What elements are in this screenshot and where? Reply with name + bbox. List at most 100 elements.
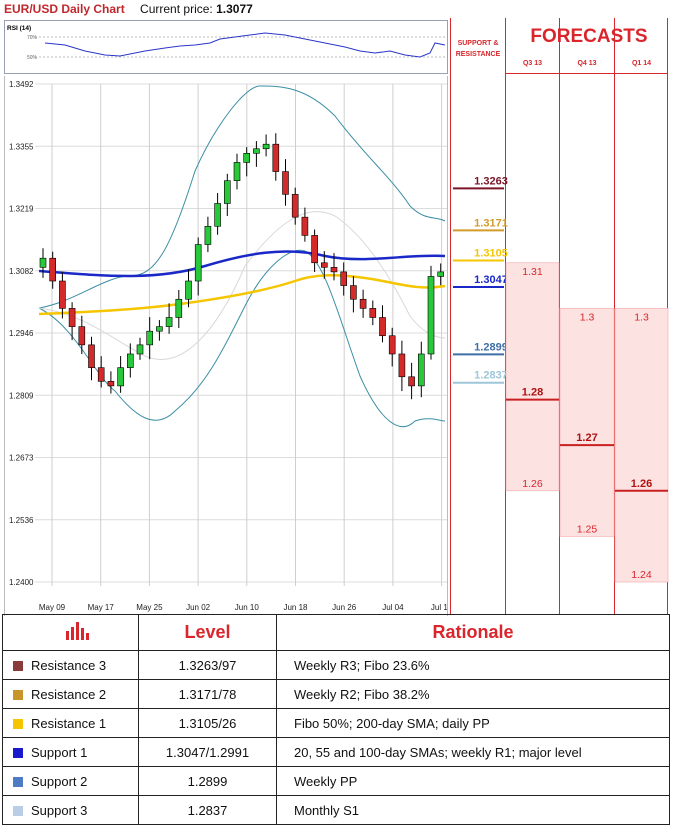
candle	[97, 356, 105, 388]
candle	[107, 371, 115, 394]
table-row: Resistance 2 1.3171/78 Weekly R2; Fibo 38.…	[2, 679, 670, 709]
x-tick-label: Jun 10	[235, 603, 260, 612]
level-value: 1.2837	[138, 795, 277, 825]
forecast-low-label: 1.25	[577, 523, 598, 535]
level-value: 1.3171/78	[138, 679, 277, 709]
y-tick-label: 1.3082	[9, 267, 34, 276]
level-color-swatch	[13, 718, 23, 729]
level-name-cell: Resistance 1	[2, 708, 139, 738]
candle	[59, 271, 66, 319]
level-color-swatch	[13, 660, 23, 671]
x-tick-label: Jul 04	[382, 603, 404, 612]
level-value: 1.3047/1.2991	[138, 737, 277, 767]
candle	[311, 229, 318, 273]
candle	[175, 289, 183, 328]
forecast-range	[559, 308, 615, 537]
level-color-swatch	[13, 747, 23, 758]
candle	[165, 303, 173, 334]
y-tick-label: 1.2536	[9, 516, 34, 525]
table-row: Support 3 1.2837 Monthly S1	[2, 795, 670, 825]
rsi-panel: RSI (14) 70% 50%	[4, 20, 448, 74]
table-row: Support 1 1.3047/1.2991 20, 55 and 100-day…	[2, 737, 670, 767]
candle	[291, 187, 299, 225]
bollinger-mid	[38, 211, 446, 360]
forecast-chart: 1.32631.31711.31051.30471.28991.28371.31…	[453, 175, 669, 583]
candle	[379, 305, 386, 343]
quarter-header: Q1 14	[631, 60, 652, 67]
x-tick-label: Jun 26	[332, 603, 357, 612]
level-rationale: Weekly R2; Fibo 38.2%	[276, 679, 670, 709]
table-row: Support 2 1.2899 Weekly PP	[2, 766, 670, 796]
chart-title: EUR/USD Daily Chart	[4, 2, 125, 16]
candle	[243, 147, 250, 177]
level-name: Support 2	[31, 773, 88, 789]
rsi-level-label: 70%	[27, 35, 38, 41]
x-tick-label: May 09	[39, 603, 66, 612]
rsi-chart: RSI (14) 70% 50%	[7, 25, 446, 61]
level-rationale: Weekly PP	[276, 766, 670, 796]
forecast-high-label: 1.31	[522, 266, 543, 278]
sr-level-label: 1.3105	[474, 247, 508, 259]
sr-level-label: 1.3263	[474, 175, 508, 187]
level-color-swatch	[13, 689, 23, 700]
candle	[359, 289, 367, 318]
candle	[301, 207, 309, 242]
x-tick-label: May 25	[136, 603, 163, 612]
x-tick-label: May 17	[88, 603, 115, 612]
forecast-median-label: 1.26	[631, 478, 652, 490]
forecasts-title: FORECASTS	[530, 26, 648, 47]
candle	[330, 253, 338, 281]
level-header: Level	[138, 614, 277, 651]
levels-table: Level Rationale Resistance 3 1.3263/97 Wee…	[2, 614, 670, 825]
moving-average-yellow	[38, 274, 446, 316]
level-name: Support 1	[31, 744, 88, 760]
candle	[214, 193, 221, 235]
level-rationale: 20, 55 and 100-day SMAs; weekly R1; majo…	[276, 737, 670, 767]
forecast-range	[614, 308, 669, 583]
level-color-swatch	[13, 805, 23, 816]
candle	[262, 134, 270, 157]
level-name-cell: Support 3	[2, 795, 139, 825]
y-tick-label: 1.3219	[9, 205, 34, 214]
level-rationale: Monthly S1	[276, 795, 670, 825]
candle	[194, 237, 202, 296]
candle	[340, 262, 348, 296]
level-name: Resistance 1	[31, 715, 107, 731]
forecast-low-label: 1.24	[631, 569, 652, 581]
current-price-value: 1.3077	[216, 2, 253, 16]
candle	[146, 317, 153, 360]
table-row: Resistance 1 1.3105/26 Fibo 50%; 200-day S…	[2, 708, 670, 738]
level-name: Support 3	[31, 802, 88, 818]
quarter-header: Q4 13	[577, 60, 597, 67]
candle	[398, 340, 406, 392]
level-value: 1.3263/97	[138, 650, 277, 680]
table-row: Resistance 3 1.3263/97 Weekly R3; Fibo 23.…	[2, 650, 670, 680]
bar-chart-icon	[65, 622, 89, 640]
forecast-median-label: 1.27	[576, 432, 597, 444]
candle	[320, 251, 328, 279]
candle	[417, 341, 425, 398]
level-value: 1.3105/26	[138, 708, 277, 738]
price-chart-panel: 1.3492 1.3355 1.3219 1.3082 1.2946 1.2809 1.26…	[4, 76, 453, 616]
level-name: Resistance 3	[31, 657, 107, 673]
y-tick-label: 1.3355	[9, 142, 34, 151]
candle	[272, 133, 280, 181]
x-tick-label: Jun 02	[186, 603, 211, 612]
candle	[78, 315, 86, 355]
candle	[437, 263, 445, 286]
level-color-swatch	[13, 776, 23, 787]
level-name-cell: Support 1	[2, 737, 139, 767]
candle	[408, 362, 415, 400]
forecast-median-label: 1.28	[522, 387, 543, 399]
current-price-label: Current price:	[140, 2, 213, 16]
candle	[233, 153, 241, 190]
candle	[253, 141, 260, 167]
candle	[224, 173, 231, 217]
table-chart-icon-cell	[2, 614, 139, 651]
sr-level-label: 1.3047	[474, 274, 508, 286]
x-tick-label: Jun 18	[283, 603, 308, 612]
y-tick-label: 1.2946	[9, 329, 34, 338]
candle	[136, 337, 144, 360]
y-tick-label: 1.2673	[9, 454, 34, 463]
candle	[156, 320, 163, 341]
